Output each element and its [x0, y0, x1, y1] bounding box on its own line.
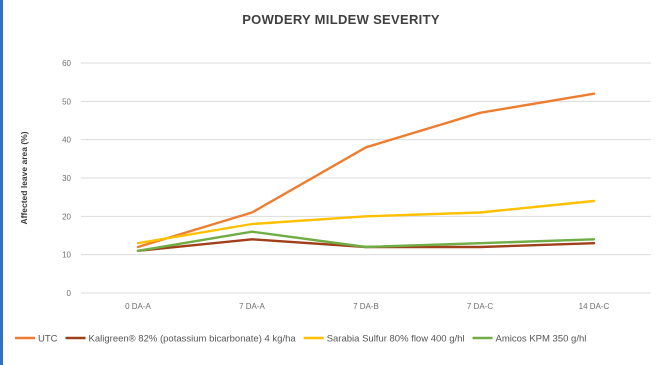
chart-title: POWDERY MILDEW SEVERITY — [242, 12, 440, 27]
series-lines — [136, 92, 596, 253]
series-line-4 — [136, 230, 596, 253]
legend-entry: Sarabia Sulfur 80% flow 400 g/hl — [327, 334, 465, 345]
x-axis-ticks: 0 DA-A 7 DA-A 7 DA-B 7 DA-C 14 DA-C — [125, 302, 609, 311]
y-tick-label: 60 — [62, 59, 71, 68]
legend-entry: Amicos KPM 350 g/hl — [496, 334, 587, 345]
x-tick-label: 7 DA-C — [467, 302, 493, 311]
y-axis-ticks: 0 10 20 30 40 50 60 — [62, 59, 71, 298]
y-tick-label: 10 — [62, 251, 71, 260]
y-axis-label: Affected leave area (%) — [19, 131, 29, 224]
x-tick-label: 7 DA-B — [353, 302, 379, 311]
legend-entry: Kaligreen® 82% (potassium bicarbonate) 4… — [89, 334, 297, 345]
x-tick-label: 0 DA-A — [125, 302, 151, 311]
legend-entry: UTC — [38, 334, 58, 345]
y-tick-label: 0 — [67, 289, 72, 298]
y-tick-label: 50 — [62, 97, 71, 106]
x-tick-label: 14 DA-C — [579, 302, 610, 311]
x-tick-label: 7 DA-A — [239, 302, 265, 311]
y-tick-label: 40 — [62, 136, 71, 145]
y-tick-label: 20 — [62, 212, 71, 221]
y-tick-label: 30 — [62, 174, 71, 183]
series-line-1 — [136, 92, 596, 249]
line-chart: POWDERY MILDEW SEVERITY 0 10 20 30 40 50 60 Af… — [15, 12, 651, 345]
series-line-3 — [136, 199, 596, 245]
legend: UTC Kaligreen® 82% (potassium bicarbonate… — [15, 334, 586, 345]
